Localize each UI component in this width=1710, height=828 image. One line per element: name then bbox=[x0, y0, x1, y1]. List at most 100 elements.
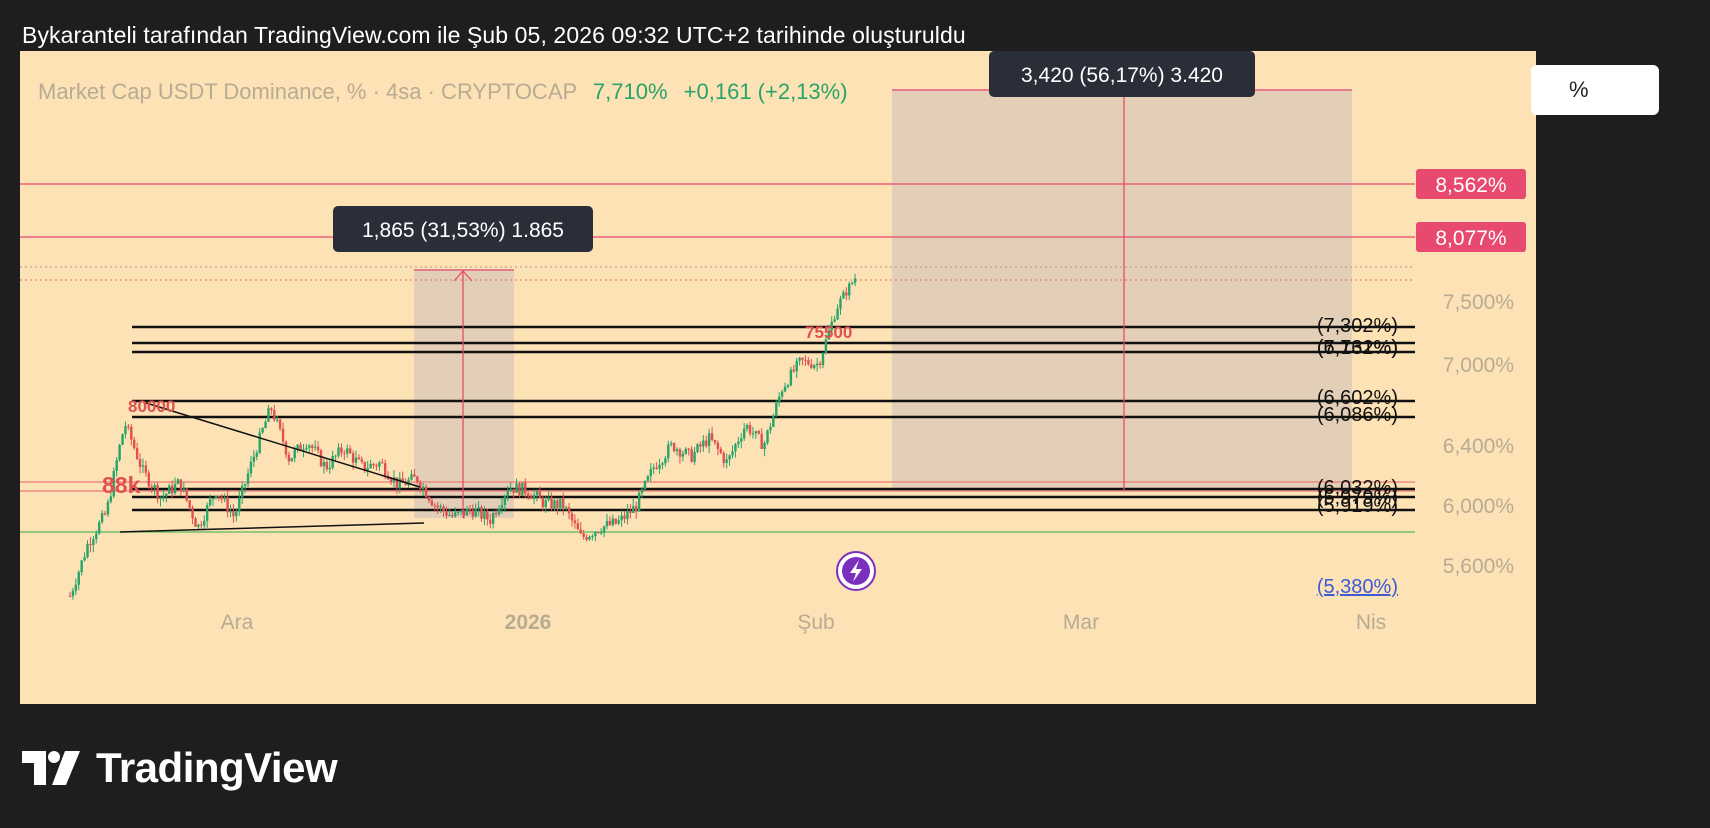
price-chart[interactable]: 8,562% 8,077% (7,302%)(7,162%)(6,731%) (6,6… bbox=[20, 51, 1536, 704]
candle bbox=[281, 422, 285, 446]
candle bbox=[532, 489, 536, 505]
candle bbox=[830, 316, 833, 335]
candle bbox=[442, 504, 445, 517]
candle bbox=[322, 457, 326, 474]
candle bbox=[734, 442, 737, 458]
candle bbox=[670, 440, 673, 447]
candle bbox=[474, 503, 477, 518]
candle bbox=[839, 295, 842, 315]
candle bbox=[334, 454, 337, 462]
candle bbox=[97, 520, 101, 535]
candle bbox=[462, 510, 466, 519]
candle bbox=[538, 486, 542, 498]
fib-level-label-6: (6,032%) bbox=[1317, 477, 1398, 499]
candle bbox=[702, 435, 705, 452]
candle bbox=[421, 482, 425, 496]
price-label-box-1 bbox=[1416, 169, 1526, 199]
candle bbox=[573, 514, 577, 529]
candle bbox=[582, 529, 585, 540]
candle bbox=[810, 358, 813, 370]
candle bbox=[135, 442, 139, 461]
candle bbox=[141, 458, 145, 474]
candle bbox=[754, 430, 758, 439]
measure-arrowhead-1 bbox=[453, 270, 473, 282]
candle bbox=[226, 490, 229, 518]
candle bbox=[597, 531, 600, 534]
candle bbox=[86, 540, 89, 559]
candle bbox=[240, 481, 244, 504]
candle bbox=[232, 504, 235, 523]
candle bbox=[357, 454, 361, 460]
candle bbox=[375, 463, 378, 471]
x-tick-label-5: Nis bbox=[1356, 611, 1386, 634]
candle bbox=[191, 505, 194, 525]
last-value: 7,710% bbox=[592, 79, 668, 104]
candle bbox=[564, 505, 568, 511]
candle bbox=[550, 492, 553, 511]
candle bbox=[588, 535, 591, 541]
candle bbox=[264, 419, 267, 429]
candle bbox=[328, 460, 331, 474]
candle bbox=[503, 494, 507, 513]
candle bbox=[728, 454, 731, 466]
annotation-75500: 75500 bbox=[805, 323, 852, 342]
candle bbox=[130, 423, 133, 446]
candle bbox=[217, 495, 221, 502]
candle bbox=[378, 460, 381, 471]
y-tick-label-2: 7,000% bbox=[1443, 354, 1514, 377]
candle bbox=[605, 513, 609, 530]
measure-tooltip-label-1: 1,865 (31,53%) 1.865 bbox=[362, 219, 564, 242]
candle bbox=[786, 383, 790, 389]
candle bbox=[252, 450, 256, 468]
candle bbox=[745, 423, 749, 432]
candle bbox=[150, 483, 153, 494]
candle bbox=[629, 504, 632, 519]
candle bbox=[348, 445, 352, 454]
candle bbox=[836, 304, 839, 321]
candle bbox=[678, 447, 682, 464]
candle bbox=[646, 475, 650, 482]
candle bbox=[439, 503, 442, 513]
candle bbox=[769, 422, 772, 434]
candle bbox=[620, 510, 623, 527]
candle bbox=[658, 458, 661, 474]
annotation-80000: 80000 bbox=[128, 397, 175, 416]
candle bbox=[553, 497, 556, 512]
candle bbox=[562, 492, 565, 516]
symbol-name[interactable]: Market Cap USDT Dominance, % · 4sa · CRY… bbox=[38, 79, 577, 104]
candle bbox=[109, 489, 113, 504]
candle bbox=[305, 443, 308, 452]
candle bbox=[497, 505, 501, 517]
chart-panel[interactable]: 8,562% 8,077% (7,302%) (7,162%) (6,731%) (6,6… bbox=[20, 51, 1536, 704]
candle bbox=[235, 508, 238, 522]
measure-box-1 bbox=[414, 269, 514, 518]
lightning-event-icon[interactable] bbox=[836, 551, 876, 591]
x-tick-label-4: Mar bbox=[1063, 611, 1099, 634]
symbol-legend[interactable]: Market Cap USDT Dominance, % · 4sa · CRY… bbox=[38, 79, 848, 105]
candle bbox=[494, 509, 498, 518]
candle bbox=[541, 495, 544, 511]
candle bbox=[655, 462, 658, 470]
candle bbox=[74, 578, 78, 596]
candle bbox=[661, 461, 664, 470]
candle bbox=[515, 478, 518, 493]
candle bbox=[594, 531, 597, 542]
candle bbox=[153, 483, 156, 496]
candle bbox=[208, 494, 212, 508]
candle bbox=[80, 559, 83, 576]
candle bbox=[705, 435, 708, 448]
candle bbox=[567, 503, 571, 520]
candle bbox=[398, 471, 401, 494]
candle bbox=[203, 515, 206, 529]
candle bbox=[544, 495, 547, 513]
candle bbox=[205, 502, 209, 528]
x-tick-label-3: Şub bbox=[797, 611, 834, 634]
candle bbox=[430, 498, 434, 507]
percent-scale-button[interactable]: % bbox=[1531, 65, 1659, 115]
candle bbox=[106, 499, 110, 517]
candle bbox=[468, 505, 472, 515]
candle bbox=[766, 429, 769, 445]
candle bbox=[270, 407, 273, 415]
candle bbox=[699, 441, 702, 453]
candle bbox=[690, 446, 693, 463]
